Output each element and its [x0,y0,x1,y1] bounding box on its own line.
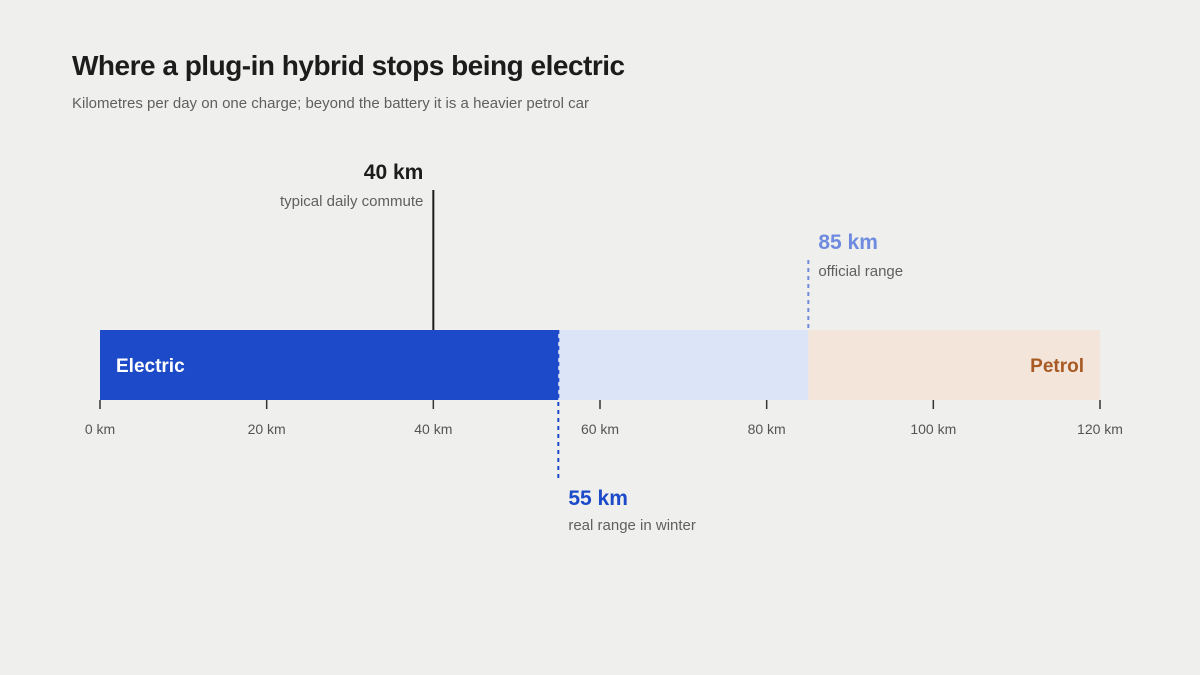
x-tick-label: 40 km [414,421,452,437]
segment-uncertain-range [558,330,809,400]
chart-title: Where a plug-in hybrid stops being elect… [72,50,625,81]
segment-petrol [808,330,1100,400]
marker-note-55: real range in winter [568,517,696,534]
segment-label-electric: Electric [116,356,185,377]
x-tick-label: 120 km [1077,421,1123,437]
x-tick-label: 0 km [85,421,115,437]
marker-value-85: 85 km [818,231,878,254]
segment-electric [100,330,559,400]
marker-note-40: typical daily commute [280,193,423,210]
segment-label-petrol: Petrol [1030,356,1084,377]
marker-value-55: 55 km [568,487,628,510]
x-tick-label: 60 km [581,421,619,437]
marker-value-40: 40 km [364,161,424,184]
marker-note-85: official range [818,263,903,280]
chart-subtitle: Kilometres per day on one charge; beyond… [72,95,589,112]
x-tick-label: 80 km [748,421,786,437]
x-tick-label: 100 km [910,421,956,437]
x-tick-label: 20 km [248,421,286,437]
